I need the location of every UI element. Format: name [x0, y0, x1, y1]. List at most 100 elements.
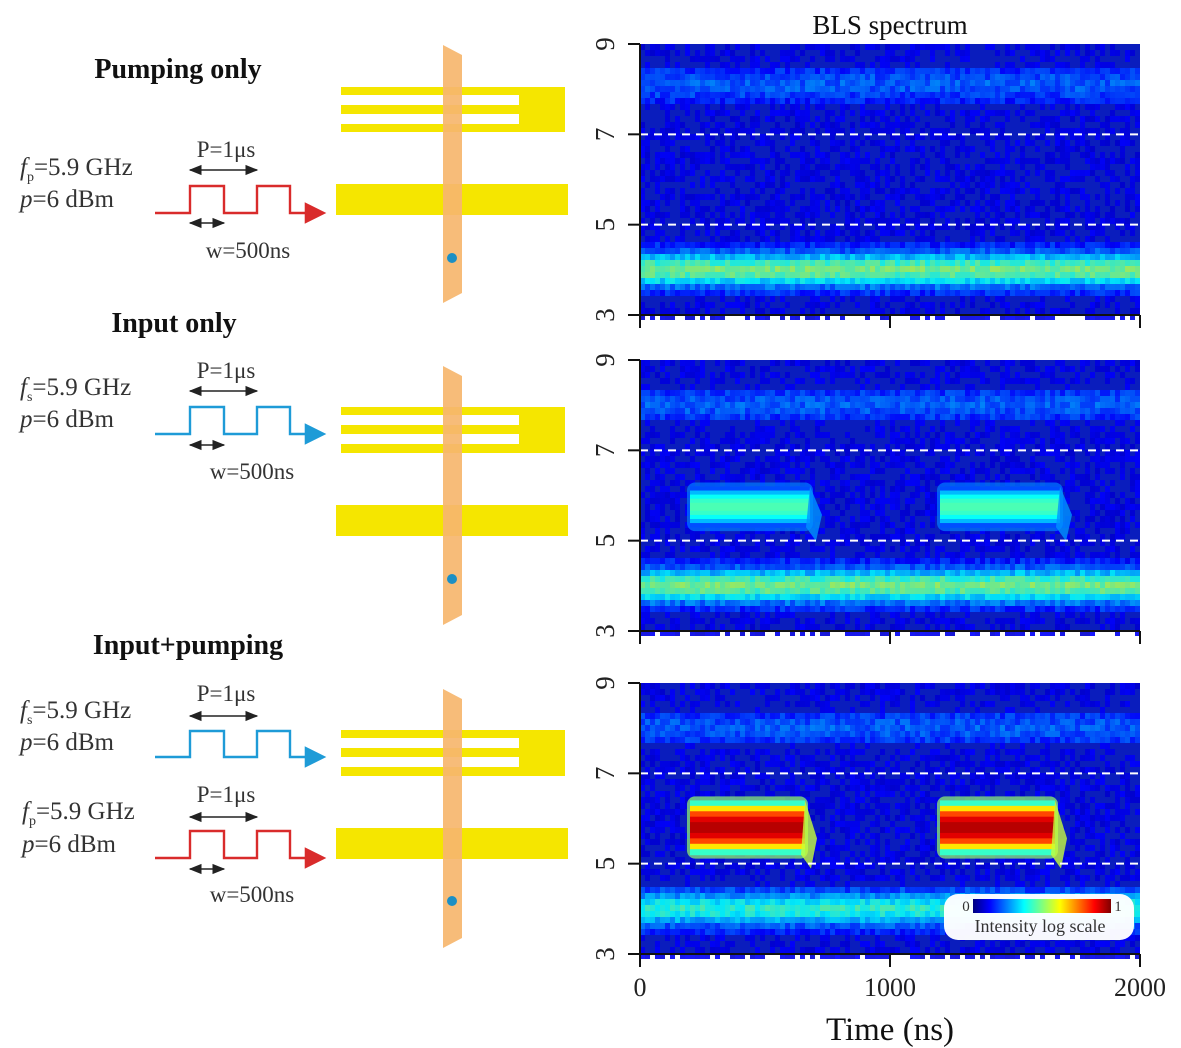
- heatmap-cell: [975, 248, 980, 254]
- heatmap-cell: [845, 236, 850, 242]
- heatmap-cell: [640, 372, 645, 378]
- heatmap-cell: [835, 182, 840, 188]
- heatmap-cell: [1120, 314, 1125, 320]
- heatmap-cell: [875, 284, 880, 290]
- heatmap-cell: [795, 284, 800, 290]
- heatmap-cell: [1005, 540, 1010, 546]
- heatmap-cell: [880, 480, 885, 486]
- heatmap-cell: [890, 92, 895, 98]
- heatmap-cell: [670, 152, 675, 158]
- heatmap-cell: [870, 62, 875, 68]
- heatmap-cell: [715, 414, 720, 420]
- heatmap-cell: [670, 396, 675, 402]
- heatmap-cell: [1130, 474, 1135, 480]
- heatmap-cell: [685, 408, 690, 414]
- heatmap-cell: [940, 290, 945, 296]
- heatmap-cell: [1130, 284, 1135, 290]
- heatmap-cell: [740, 68, 745, 74]
- heatmap-cell: [665, 260, 670, 266]
- heatmap-cell: [955, 408, 960, 414]
- heatmap-cell: [860, 266, 865, 272]
- heatmap-cell: [980, 468, 985, 474]
- heatmap-cell: [1080, 266, 1085, 272]
- heatmap-cell: [1110, 158, 1115, 164]
- heatmap-cell: [655, 444, 660, 450]
- heatmap-cell: [815, 92, 820, 98]
- heatmap-cell: [840, 468, 845, 474]
- heatmap-cell: [895, 80, 900, 86]
- heatmap-cell: [670, 122, 675, 128]
- heatmap-cell: [965, 146, 970, 152]
- heatmap-cell: [855, 242, 860, 248]
- heatmap-cell: [1070, 272, 1075, 278]
- heatmap-cell: [810, 80, 815, 86]
- heatmap-cell: [1000, 450, 1005, 456]
- heatmap-cell: [840, 158, 845, 164]
- heatmap-cell: [685, 390, 690, 396]
- heatmap-cell: [870, 182, 875, 188]
- heatmap-cell: [1085, 248, 1090, 254]
- heatmap-cell: [1110, 534, 1115, 540]
- heatmap-cell: [770, 266, 775, 272]
- heatmap-cell: [1095, 510, 1100, 516]
- heatmap-cell: [655, 98, 660, 104]
- heatmap-cell: [665, 516, 670, 522]
- heatmap-cell: [805, 284, 810, 290]
- heatmap-cell: [665, 266, 670, 272]
- heatmap-cell: [1000, 462, 1005, 468]
- heatmap-cell: [835, 468, 840, 474]
- heatmap-cell: [965, 390, 970, 396]
- heatmap-cell: [705, 194, 710, 200]
- heatmap-cell: [840, 390, 845, 396]
- heatmap-cell: [1125, 396, 1130, 402]
- heatmap-cell: [855, 74, 860, 80]
- heatmap-cell: [735, 372, 740, 378]
- heatmap-cell: [655, 408, 660, 414]
- heatmap-cell: [655, 248, 660, 254]
- heatmap-cell: [985, 80, 990, 86]
- heatmap-cell: [1030, 86, 1035, 92]
- heatmap-cell: [980, 206, 985, 212]
- heatmap-cell: [1055, 540, 1060, 546]
- heatmap-cell: [815, 200, 820, 206]
- heatmap-cell: [640, 68, 645, 74]
- heatmap-cell: [730, 140, 735, 146]
- heatmap-cell: [1120, 522, 1125, 528]
- heatmap-cell: [890, 296, 895, 302]
- heatmap-cell: [915, 218, 920, 224]
- heatmap-cell: [1010, 426, 1015, 432]
- heatmap-cell: [980, 218, 985, 224]
- heatmap-cell: [890, 242, 895, 248]
- heatmap-cell: [895, 170, 900, 176]
- heatmap-cell: [965, 408, 970, 414]
- heatmap-cell: [700, 450, 705, 456]
- heatmap-cell: [1070, 242, 1075, 248]
- heatmap-cell: [820, 408, 825, 414]
- heatmap-cell: [1110, 426, 1115, 432]
- heatmap-cell: [700, 546, 705, 552]
- heatmap-cell: [895, 230, 900, 236]
- heatmap-cell: [1010, 266, 1015, 272]
- heatmap-cell: [1000, 98, 1005, 104]
- heatmap-cell: [670, 74, 675, 80]
- heatmap-cell: [845, 372, 850, 378]
- heatmap-cell: [1030, 540, 1035, 546]
- heatmap-cell: [900, 206, 905, 212]
- heatmap-cell: [920, 266, 925, 272]
- heatmap-cell: [760, 206, 765, 212]
- heatmap-cell: [740, 408, 745, 414]
- heatmap-cell: [690, 290, 695, 296]
- heatmap-cell: [830, 128, 835, 134]
- heatmap-cell: [860, 516, 865, 522]
- heatmap-cell: [745, 152, 750, 158]
- heatmap-cell: [795, 86, 800, 92]
- heatmap-cell: [950, 68, 955, 74]
- heatmap-cell: [820, 122, 825, 128]
- heatmap-cell: [705, 218, 710, 224]
- heatmap-cell: [660, 248, 665, 254]
- heatmap-cell: [1000, 68, 1005, 74]
- heatmap-cell: [1135, 98, 1140, 104]
- heatmap-cell: [1035, 278, 1040, 284]
- heatmap-cell: [1055, 432, 1060, 438]
- heatmap-cell: [1005, 266, 1010, 272]
